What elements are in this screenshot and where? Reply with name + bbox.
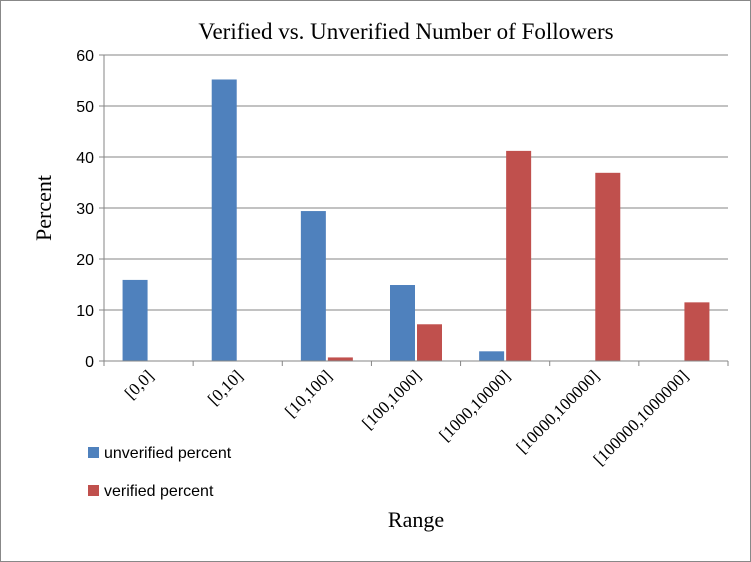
y-axis-title: Percent — [31, 175, 56, 241]
y-tick-label: 10 — [76, 303, 94, 320]
y-tick-label: 60 — [76, 48, 94, 65]
legend: unverified percent verified percent — [88, 445, 232, 500]
bar-unverified — [390, 285, 415, 361]
x-category-label: [10000,100000] — [513, 366, 604, 457]
x-category-label: [1000,10000] — [435, 366, 514, 445]
x-category-label: [0,0] — [121, 366, 157, 402]
legend-label: verified percent — [104, 483, 214, 500]
y-tick-label: 50 — [76, 99, 94, 116]
bar-verified — [506, 150, 532, 361]
legend-label: unverified percent — [104, 445, 232, 462]
x-category-label: [100000,1000000] — [590, 366, 693, 469]
gridlines — [104, 54, 728, 311]
bar-verified — [595, 172, 621, 361]
bar-unverified — [300, 211, 326, 361]
bars — [122, 79, 710, 361]
bar-unverified — [479, 351, 505, 361]
bar-unverified — [122, 279, 148, 361]
legend-swatch — [88, 485, 99, 496]
bar-verified — [684, 302, 710, 361]
bar-verified — [417, 324, 442, 361]
chart-title: Verified vs. Unverified Number of Follow… — [198, 19, 613, 44]
y-tick-label: 0 — [85, 354, 94, 371]
x-category-label: [100,1000] — [358, 366, 425, 433]
x-category-label: [10,100] — [281, 366, 336, 421]
y-tick-label: 40 — [76, 150, 94, 167]
x-category-label: [0,10] — [204, 366, 246, 408]
legend-swatch — [88, 447, 99, 458]
y-tick-label: 20 — [76, 252, 94, 269]
bar-unverified — [211, 79, 237, 361]
axes: 0 10 20 30 40 50 60 [0,0] [0,10] [10,100] [100,100… — [76, 48, 729, 469]
bar-verified — [327, 357, 353, 361]
x-axis-title: Range — [388, 507, 444, 532]
y-tick-label: 30 — [76, 201, 94, 218]
